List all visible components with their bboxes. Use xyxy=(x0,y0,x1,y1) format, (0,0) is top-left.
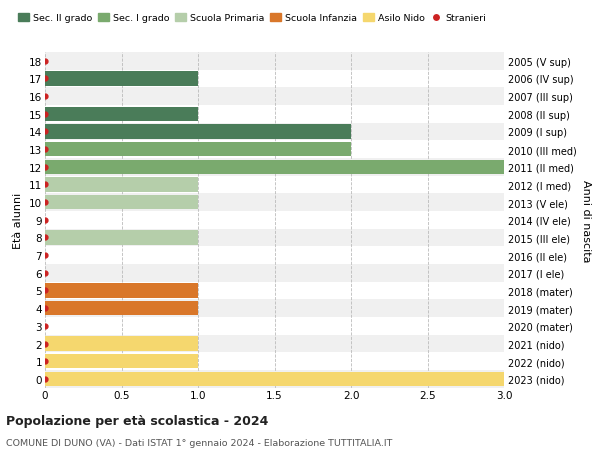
Text: COMUNE DI DUNO (VA) - Dati ISTAT 1° gennaio 2024 - Elaborazione TUTTITALIA.IT: COMUNE DI DUNO (VA) - Dati ISTAT 1° genn… xyxy=(6,438,392,447)
Bar xyxy=(45,194,504,212)
Bar xyxy=(45,317,504,335)
Bar xyxy=(45,141,504,159)
Bar xyxy=(45,231,198,245)
Y-axis label: Anni di nascita: Anni di nascita xyxy=(581,179,591,262)
Bar xyxy=(45,372,504,386)
Bar xyxy=(45,107,198,122)
Bar xyxy=(45,282,504,300)
Bar xyxy=(45,229,504,247)
Bar xyxy=(45,53,504,70)
Bar xyxy=(45,88,504,106)
Bar xyxy=(45,123,504,141)
Bar xyxy=(45,143,351,157)
Bar xyxy=(45,212,504,229)
Bar xyxy=(45,300,504,317)
Bar xyxy=(45,176,504,194)
Bar xyxy=(45,335,504,353)
Bar xyxy=(45,336,198,351)
Bar xyxy=(45,247,504,264)
Bar xyxy=(45,370,504,388)
Bar xyxy=(45,178,198,192)
Bar xyxy=(45,301,198,316)
Bar xyxy=(45,196,198,210)
Bar xyxy=(45,160,504,174)
Bar xyxy=(45,354,198,369)
Bar xyxy=(45,125,351,140)
Legend: Sec. II grado, Sec. I grado, Scuola Primaria, Scuola Infanzia, Asilo Nido, Stran: Sec. II grado, Sec. I grado, Scuola Prim… xyxy=(17,14,487,23)
Bar xyxy=(45,159,504,176)
Bar xyxy=(45,353,504,370)
Bar xyxy=(45,284,198,298)
Y-axis label: Età alunni: Età alunni xyxy=(13,192,23,248)
Bar xyxy=(45,264,504,282)
Bar xyxy=(45,106,504,123)
Bar xyxy=(45,72,198,86)
Text: Popolazione per età scolastica - 2024: Popolazione per età scolastica - 2024 xyxy=(6,414,268,428)
Bar xyxy=(45,70,504,88)
